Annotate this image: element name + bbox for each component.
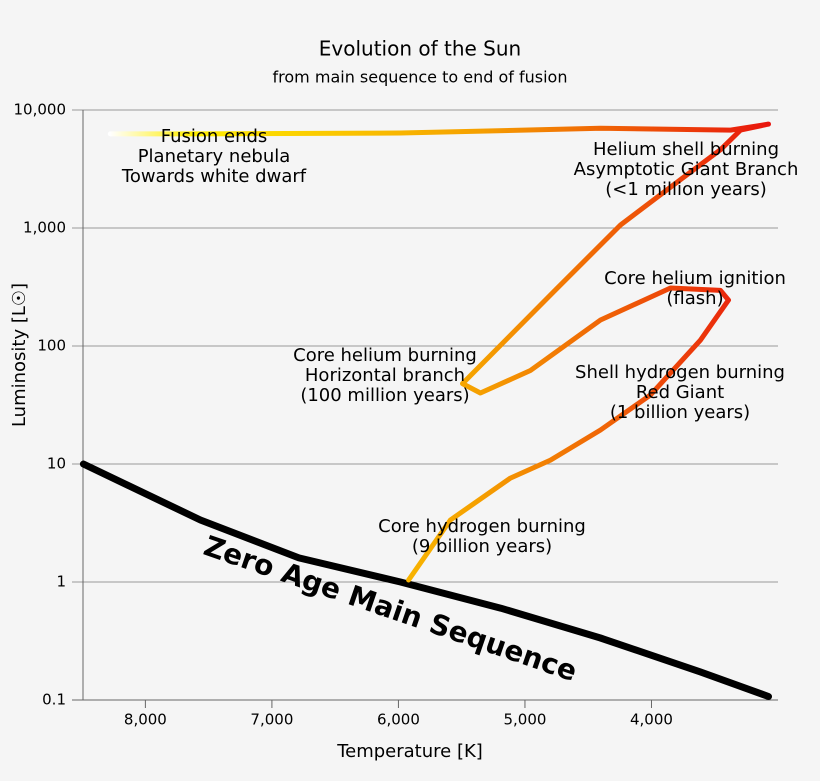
y-tick-label: 1 [56, 573, 66, 591]
x-tick-label: 4,000 [630, 711, 673, 729]
y-tick-label: 10,000 [14, 101, 67, 119]
annotation: Fusion ends [161, 126, 268, 147]
annotation: (1 billion years) [610, 402, 750, 423]
x-tick-label: 7,000 [250, 711, 293, 729]
y-axis-label: Luminosity [L☉] [9, 283, 30, 427]
annotation: Asymptotic Giant Branch [574, 159, 799, 180]
x-tick-label: 8,000 [124, 711, 167, 729]
chart-title: Evolution of the Sun [319, 37, 521, 61]
y-tick-label: 1,000 [23, 219, 66, 237]
main-sequence-line [79, 460, 772, 700]
y-tick-label: 10 [47, 455, 66, 473]
evolution-track [107, 121, 771, 583]
annotation: Towards white dwarf [121, 166, 307, 187]
annotation: Core helium ignition [604, 268, 786, 289]
annotation: Horizontal branch [305, 365, 465, 386]
annotation: Core helium burning [293, 345, 477, 366]
y-tick-label: 0.1 [42, 691, 66, 709]
x-tick-label: 5,000 [503, 711, 546, 729]
annotation: (100 million years) [300, 385, 469, 406]
annotation: Red Giant [636, 382, 724, 403]
annotation: Planetary nebula [138, 146, 291, 167]
annotation: (flash) [666, 288, 723, 309]
y-tick-label: 100 [37, 337, 66, 355]
x-axis-label: Temperature [K] [336, 741, 483, 762]
annotation: (<1 million years) [605, 179, 767, 200]
annotation: (9 billion years) [412, 536, 552, 557]
x-tick-label: 6,000 [377, 711, 420, 729]
chart-subtitle: from main sequence to end of fusion [273, 68, 568, 87]
annotation: Shell hydrogen burning [575, 362, 785, 383]
annotation: Core hydrogen burning [378, 516, 586, 537]
annotation: Helium shell burning [593, 139, 779, 160]
